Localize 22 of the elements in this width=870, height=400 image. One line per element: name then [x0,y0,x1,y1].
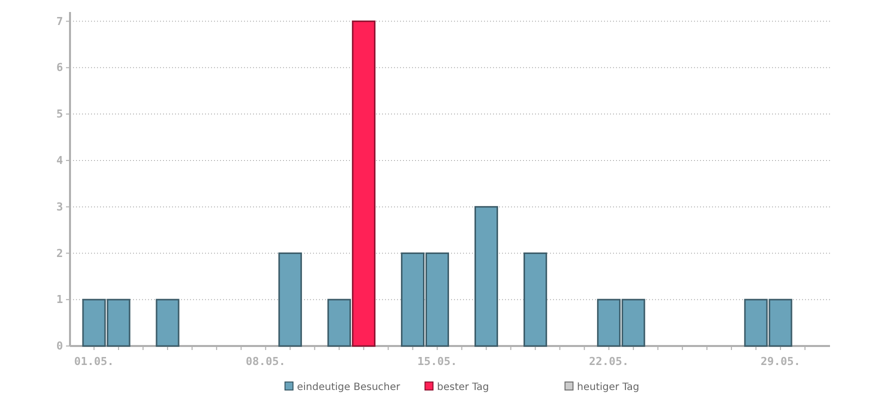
bar [352,20,376,347]
y-tick-label: 7 [56,14,63,28]
x-tick-label: 08.05. [246,355,286,368]
bar [524,252,548,347]
x-tick-label: 22.05. [588,355,629,368]
legend-label: bester Tag [437,382,490,393]
y-tick-label: 0 [56,340,63,353]
y-tick-label: 1 [56,293,64,306]
legend-label: heutiger Tag [577,382,640,393]
y-tick-label: 4 [56,154,64,167]
bar [474,206,498,347]
x-tick-label: 15.05. [417,355,458,368]
bar [278,252,302,347]
y-tick-label: 2 [56,246,63,260]
x-tick-label: 01.05. [74,355,114,368]
legend-label: eindeutige Besucher [297,382,402,393]
bar [156,298,180,347]
x-tick-label: 29.05. [760,355,800,368]
y-tick-label: 3 [56,200,63,214]
y-tick-label: 6 [56,61,64,74]
bar [327,298,351,347]
y-tick-label: 5 [56,108,63,121]
